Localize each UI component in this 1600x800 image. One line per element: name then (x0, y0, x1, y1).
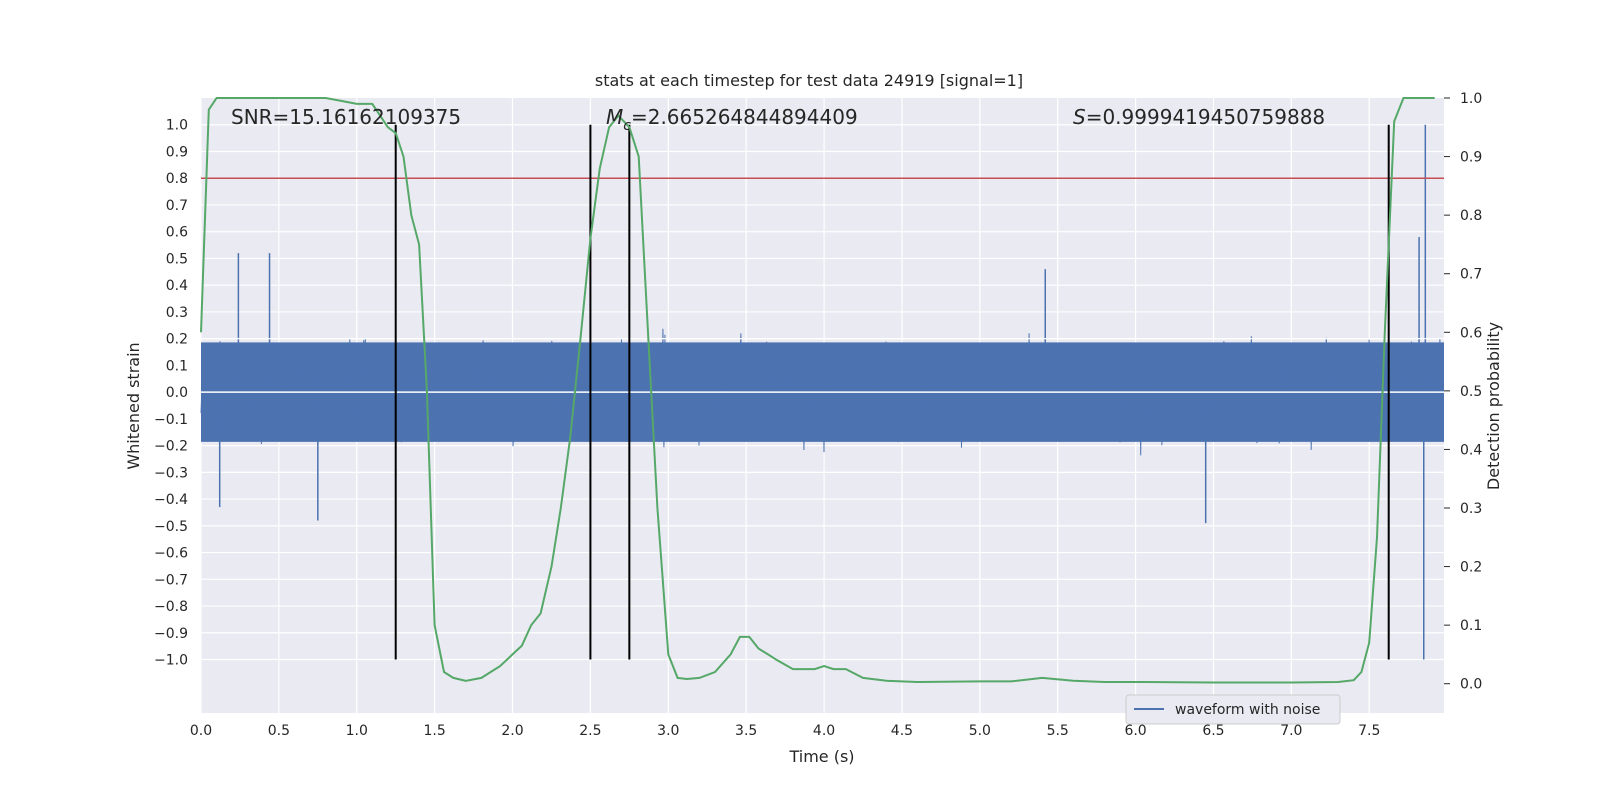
x-tick-label: 2.0 (501, 723, 523, 739)
y-right-tick-label: 0.4 (1460, 442, 1482, 458)
chirp-mass-subscript: c (623, 118, 631, 134)
y-right-axis-ticks: 1.0 0.9 0.8 0.7 0.6 0.5 0.4 0.3 0.2 0.1 0.0 (1444, 91, 1482, 693)
y-left-tick-label: −1.0 (154, 653, 188, 669)
s-annotation: S=0.9999419450759888 (1073, 105, 1325, 129)
x-tick-label: 3.0 (657, 723, 679, 739)
detection-probability-line (200, 97, 1435, 684)
y-right-tick-label: 0.3 (1460, 501, 1482, 517)
legend-box (1125, 694, 1341, 725)
x-tick-label: 3.5 (735, 723, 757, 739)
y-left-tick-label: −0.3 (154, 465, 188, 481)
vertical-markers (394, 124, 1390, 660)
x-tick-label: 0.0 (190, 723, 212, 739)
y-right-axis-label: Detection probability (1484, 322, 1503, 490)
y-right-tick-label: 0.2 (1460, 560, 1482, 576)
y-left-tick-label: 0.4 (166, 278, 188, 294)
y-left-tick-label: 0.3 (166, 305, 188, 321)
x-tick-label: 7.0 (1280, 723, 1302, 739)
x-tick-label: 5.5 (1047, 723, 1069, 739)
y-right-tick-label: 0.5 (1460, 384, 1482, 400)
snr-annotation: SNR=15.16162109375 (231, 105, 461, 129)
y-left-tick-label: −0.5 (154, 519, 188, 535)
chirp-mass-value: =2.665264844894409 (631, 105, 858, 129)
x-tick-label: 4.0 (813, 723, 835, 739)
y-left-tick-label: −0.8 (154, 599, 188, 615)
x-axis-label: Time (s) (788, 747, 854, 766)
y-left-tick-label: −0.7 (154, 572, 188, 588)
y-left-tick-label: 0.0 (166, 385, 188, 401)
legend-label-waveform: waveform with noise (1175, 702, 1320, 718)
x-tick-label: 6.0 (1124, 723, 1146, 739)
y-left-tick-label: −0.9 (154, 626, 188, 642)
y-left-axis-ticks: 1.0 0.9 0.8 0.7 0.6 0.5 0.4 0.3 0.2 0.1 0.0 −0.1 −0.… (154, 118, 188, 669)
y-right-tick-label: 1.0 (1460, 91, 1482, 107)
x-tick-label: 2.5 (579, 723, 601, 739)
chirp-mass-annotation: Mc=2.665264844894409 (606, 105, 858, 134)
y-left-tick-label: 0.1 (166, 358, 188, 374)
y-left-tick-label: 0.6 (166, 225, 188, 241)
y-left-tick-label: 0.5 (166, 251, 188, 267)
y-right-tick-label: 0.6 (1460, 325, 1482, 341)
chart-title: stats at each timestep for test data 249… (595, 71, 1023, 90)
x-tick-label: 0.5 (268, 723, 290, 739)
y-left-axis-label: Whitened strain (124, 342, 143, 469)
x-tick-label: 1.0 (346, 723, 368, 739)
y-left-tick-label: 0.7 (166, 198, 188, 214)
x-axis-ticks: 0.0 0.5 1.0 1.5 2.0 2.5 3.0 3.5 4.0 4.5 5.0 5.5 6.0 6… (190, 723, 1380, 739)
y-right-tick-label: 0.8 (1460, 208, 1482, 224)
s-value: =0.9999419450759888 (1086, 105, 1325, 129)
y-left-tick-label: −0.6 (154, 546, 188, 562)
y-left-tick-label: 0.9 (166, 144, 188, 160)
x-tick-label: 1.5 (424, 723, 446, 739)
x-tick-label: 4.5 (891, 723, 913, 739)
chirp-mass-symbol: M (606, 105, 623, 129)
y-left-tick-label: 1.0 (166, 118, 188, 134)
y-left-tick-label: 0.2 (166, 332, 188, 348)
x-tick-label: 5.0 (969, 723, 991, 739)
y-right-tick-label: 0.7 (1460, 267, 1482, 283)
x-tick-label: 6.5 (1202, 723, 1224, 739)
y-left-tick-label: 0.8 (166, 171, 188, 187)
y-right-tick-label: 0.9 (1460, 150, 1482, 166)
waveform-line (200, 328, 1442, 456)
s-symbol: S (1073, 105, 1086, 129)
y-left-tick-label: −0.2 (154, 439, 188, 455)
legend: waveform with noise (1125, 694, 1341, 725)
y-left-tick-label: −0.4 (154, 492, 188, 508)
y-right-tick-label: 0.0 (1460, 677, 1482, 693)
x-tick-label: 7.5 (1358, 723, 1380, 739)
y-right-tick-label: 0.1 (1460, 618, 1482, 634)
y-left-tick-label: −0.1 (154, 412, 188, 428)
